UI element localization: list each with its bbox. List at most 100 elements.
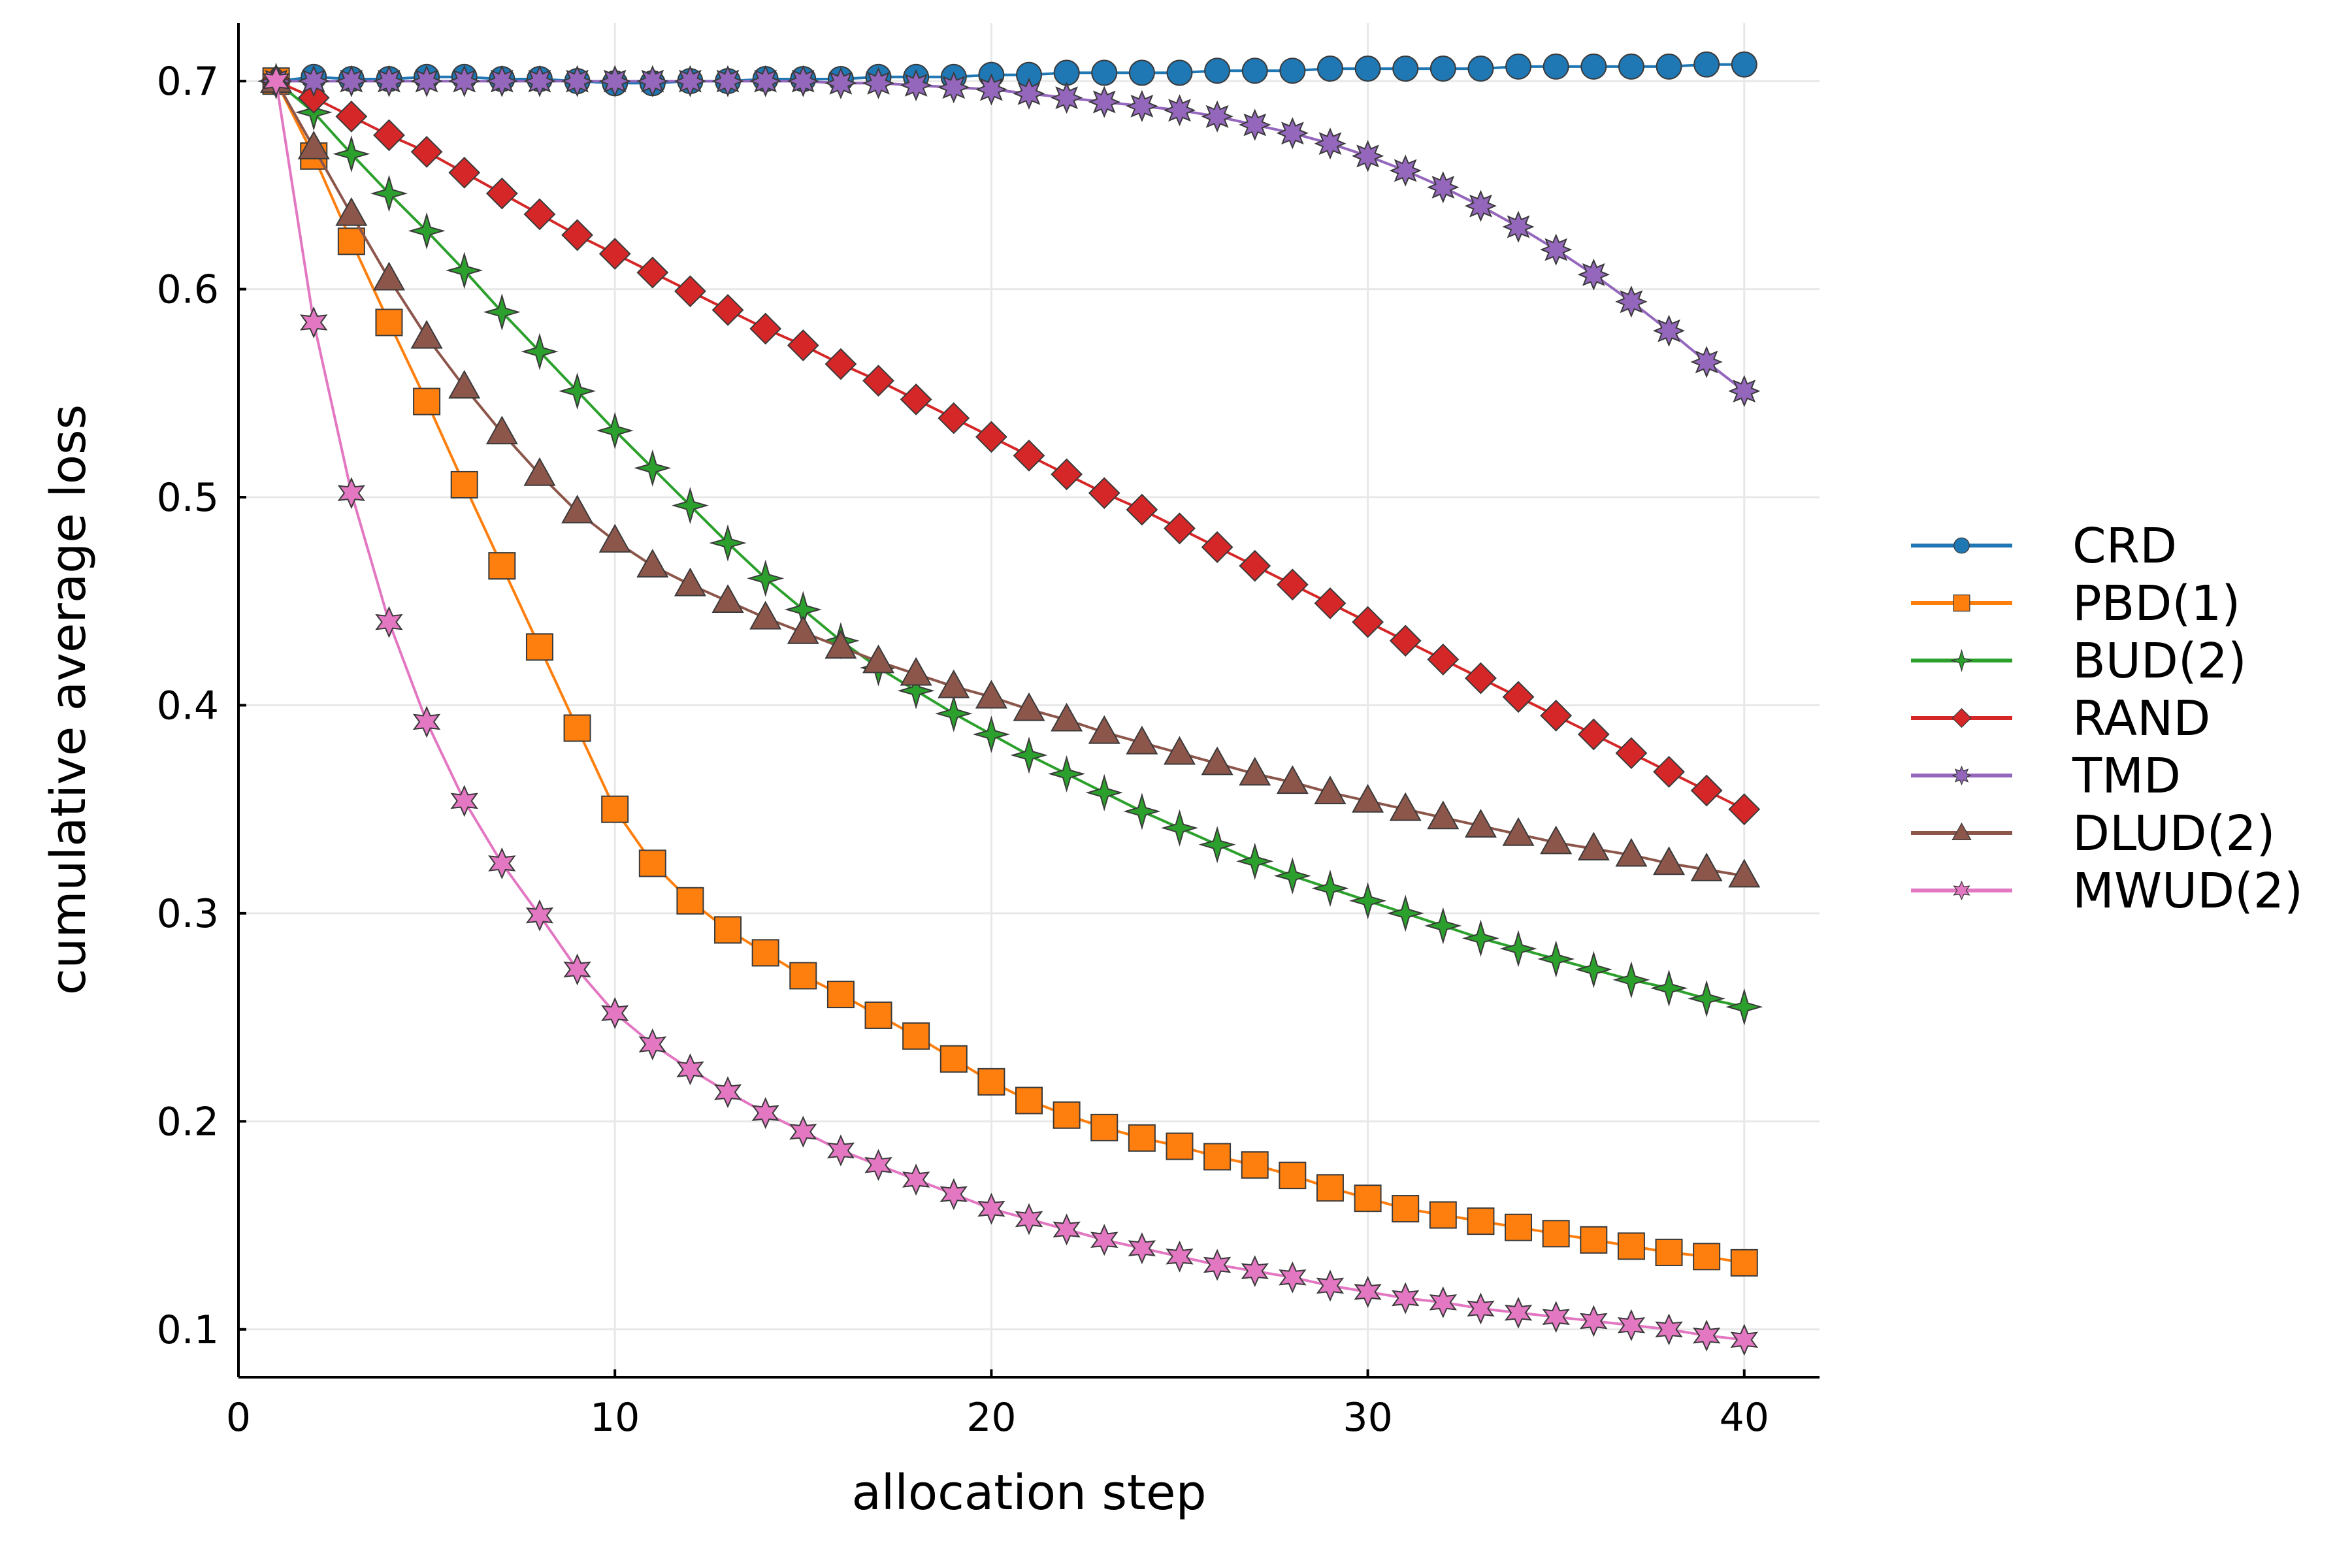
data-point [521,333,559,370]
data-point [1693,51,1720,78]
data-point [1577,718,1610,751]
y-axis-title: cumulative average loss [41,404,97,995]
data-point [561,219,593,252]
data-point [300,306,328,338]
data-point [1276,117,1309,150]
legend-label: MWUD(2) [2072,863,2303,919]
data-point [1653,755,1685,788]
data-point [1126,493,1158,526]
data-point [977,1068,1005,1096]
data-point [1316,1269,1345,1302]
data-point [1467,56,1494,82]
data-point [1241,57,1268,84]
data-point [897,672,935,710]
data-point [337,477,366,510]
data-point [523,198,556,231]
legend-entry: CRD [1911,518,2177,574]
data-point [1239,549,1271,582]
data-point [410,65,443,97]
series-crd [263,51,1757,97]
legend-label: BUD(2) [2072,633,2247,689]
data-point [1090,1224,1119,1256]
data-point [450,785,478,817]
data-point [975,679,1007,709]
legend-label: PBD(1) [2072,576,2240,632]
data-point [1013,77,1045,110]
data-point [1053,1213,1081,1246]
data-point [751,1097,779,1130]
data-point [448,370,481,399]
y-tick-label: 0.4 [157,683,219,728]
data-point [488,847,516,879]
data-point [1241,1151,1269,1179]
data-point [825,67,857,99]
data-point [787,329,819,361]
data-point [446,252,483,289]
data-point [826,981,855,1009]
legend-marker [1952,822,1972,841]
data-point [1279,1261,1307,1294]
data-point [1725,988,1763,1026]
series-bud-2 [257,62,1763,1026]
data-point [935,694,973,732]
data-point [1429,56,1456,82]
data-point [410,136,443,168]
data-point [1690,774,1723,807]
data-point [1316,1174,1344,1202]
data-point [1580,1305,1608,1337]
data-point [375,606,403,638]
data-point [900,657,932,686]
data-point [1731,51,1757,78]
data-point [972,715,1010,753]
series-line [274,80,1745,1341]
legend-marker [1952,708,1972,728]
data-point [450,470,478,498]
legend-label: CRD [2072,518,2177,574]
data-point [335,100,368,133]
data-point [523,457,556,486]
series-line [276,80,1746,393]
data-point [713,1076,742,1109]
data-point [1088,86,1120,118]
legend-marker [1953,594,1970,612]
data-point [525,899,554,932]
data-point [864,1001,892,1029]
data-point [1236,842,1274,880]
data-point [674,567,706,596]
data-point [1653,846,1686,875]
series-layer [257,51,1763,1356]
legend-entry: MWUD(2) [1911,863,2303,919]
data-point [1389,625,1422,657]
legend-label: TMD [2072,748,2181,804]
data-point [596,412,634,449]
legend-marker [1953,880,1970,901]
data-point [598,238,631,270]
data-point [1166,1240,1194,1273]
series-rand [260,65,1761,826]
data-point [1051,458,1083,491]
data-point [1013,439,1045,472]
data-point [335,197,368,226]
data-point [1201,100,1233,133]
series-dlud-2 [260,64,1761,888]
data-point [1352,606,1384,638]
data-point [601,795,629,823]
data-point [598,523,631,553]
data-point [1128,1124,1156,1152]
data-point [634,449,672,487]
data-point [1352,140,1384,172]
data-point [1730,1249,1758,1277]
data-point [1504,1296,1533,1329]
data-point [711,294,744,326]
data-point [1128,1232,1156,1265]
data-point [1128,59,1155,86]
y-tick-label: 0.3 [157,891,219,937]
data-point [1239,108,1271,141]
data-point [561,495,594,524]
data-point [1386,894,1424,932]
data-point [787,65,819,97]
legend-entry: BUD(2) [1911,633,2247,689]
data-point [1201,531,1233,563]
data-point [1615,286,1648,318]
data-point [1656,53,1682,80]
